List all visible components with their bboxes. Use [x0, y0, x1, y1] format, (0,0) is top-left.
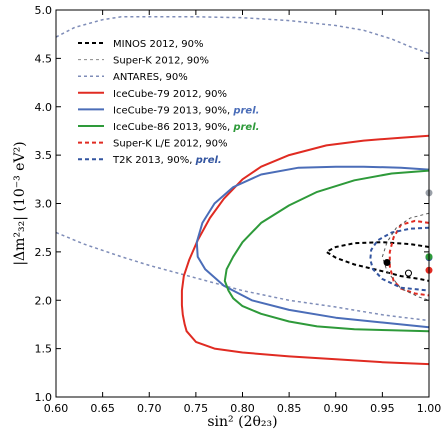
- x-tick-label: 0.95: [370, 402, 395, 415]
- y-tick-label: 5.0: [35, 4, 53, 17]
- y-tick-label: 3.0: [35, 198, 53, 211]
- plot-frame: [55, 9, 430, 398]
- x-tick-label: 0.80: [230, 402, 255, 415]
- x-axis-label: sin² (2θ₂₃): [207, 414, 277, 430]
- y-tick-label: 2.5: [35, 246, 53, 259]
- y-tick-label: 4.5: [35, 52, 53, 65]
- series-line-super-k-l-e-2012-90: [388, 219, 429, 297]
- y-tick-label: 4.0: [35, 101, 53, 114]
- x-tick-label: 1.00: [417, 402, 442, 415]
- x-tick-label: 0.70: [137, 402, 162, 415]
- x-tick-label: 0.75: [184, 402, 209, 415]
- legend-label: Super-K 2012, 90%: [113, 56, 209, 67]
- legend-label: Super-K L/E 2012, 90%: [113, 139, 227, 150]
- x-tick-label: 0.85: [277, 402, 302, 415]
- legend-label: IceCube-79 2013, 90%, prel.: [113, 105, 259, 116]
- series-line-minos-2012-90: [325, 241, 429, 282]
- best-fit-point-super-k-2012-90: [404, 269, 412, 277]
- legend: MINOS 2012, 90% Super-K 2012, 90% ANTARES,…: [78, 39, 259, 166]
- x-tick-label: 0.65: [90, 402, 115, 415]
- series-line-icecube-79-2013-90-prel: [195, 165, 429, 329]
- legend-prel-tag: prel.: [195, 155, 222, 166]
- legend-prel-tag: prel.: [232, 122, 259, 133]
- y-tick-label: 2.0: [35, 294, 53, 307]
- x-tick-label: 0.60: [44, 402, 69, 415]
- legend-label: T2K 2013, 90%, prel.: [112, 155, 222, 166]
- series-line-antares-90-lower: [56, 231, 429, 322]
- y-tick-label: 1.5: [35, 343, 53, 356]
- y-axis-label: |Δm²₃₂| (10⁻³ eV²): [12, 141, 28, 265]
- y-tick-label: 1.0: [35, 391, 53, 404]
- x-tick-label: 0.90: [324, 402, 349, 415]
- legend-prel-tag: prel.: [232, 105, 259, 116]
- legend-label: MINOS 2012, 90%: [113, 39, 204, 50]
- series-line-antares-90: [56, 16, 429, 55]
- series-line-icecube-79-2012-90: [180, 134, 429, 366]
- best-fit-point-minos-2012-90: [383, 259, 391, 267]
- legend-label: IceCube-86 2013, 90%, prel.: [113, 122, 259, 133]
- series-line-t2k-2013-90-prel: [369, 226, 429, 292]
- series-line-super-k-2012-90: [381, 212, 429, 301]
- legend-label: ANTARES, 90%: [113, 72, 188, 83]
- legend-label: IceCube-79 2012, 90%: [113, 89, 227, 100]
- y-tick-label: 3.5: [35, 149, 53, 162]
- series-line-icecube-86-2013-90-prel: [223, 169, 429, 333]
